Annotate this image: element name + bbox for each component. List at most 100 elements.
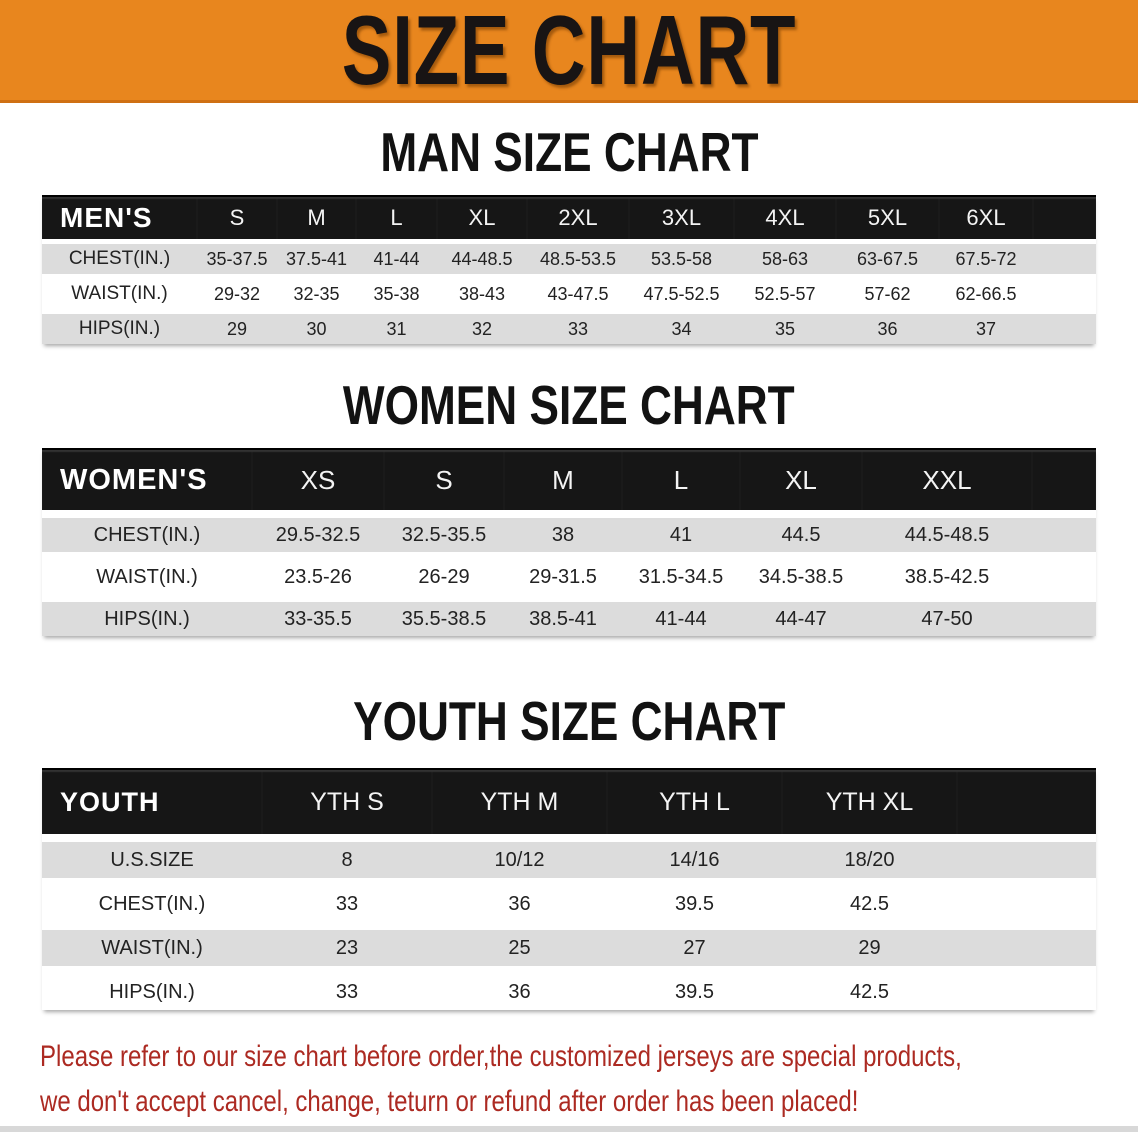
womens-column-m: M [504,448,622,515]
womens-column-filler [1032,448,1096,515]
mens-chest-row: CHEST(IN.) 35-37.5 37.5-41 41-44 44-48.5… [42,239,1096,277]
mens-column-s: S [197,195,277,243]
womens-waist-row: WAIST(IN.) 23.5-26 26-29 29-31.5 31.5-34… [42,552,1096,598]
size-cell: 35.5-38.5 [384,594,504,636]
size-cell: 8 [262,834,432,882]
youth-chest-row: CHEST(IN.) 33 36 39.5 42.5 [42,878,1096,926]
size-cell: 31.5-34.5 [622,552,740,598]
size-cell: 32.5-35.5 [384,510,504,556]
mens-column-5xl: 5XL [836,195,939,243]
youth-section-heading: YOUTH SIZE CHART [0,691,1138,753]
youth-waist-row: WAIST(IN.) 23 25 27 29 [42,922,1096,970]
size-cell: 34 [629,309,734,344]
size-cell: 47.5-52.5 [629,274,734,312]
youth-column-filler [957,768,1096,839]
mens-table-title: MEN'S [42,195,197,243]
row-label: HIPS(IN.) [42,309,197,344]
size-cell: 48.5-53.5 [527,239,629,277]
bottom-edge-strip [0,1126,1138,1132]
womens-hips-row: HIPS(IN.) 33-35.5 35.5-38.5 38.5-41 41-4… [42,594,1096,636]
women-section-heading: WOMEN SIZE CHART [0,377,1138,436]
womens-column-l: L [622,448,740,515]
mens-size-table: MEN'S S M L XL 2XL 3XL 4XL 5XL 6XL CHEST… [42,195,1096,344]
youth-table-title: YOUTH [42,768,262,839]
size-cell-filler [957,878,1096,926]
size-cell-filler [957,834,1096,882]
youth-column-m: YTH M [432,768,607,839]
size-cell: 35-37.5 [197,239,277,277]
banner-title: SIZE CHART [341,0,797,105]
size-cell: 38.5-41 [504,594,622,636]
size-cell: 23.5-26 [252,552,384,598]
size-cell-filler [1032,510,1096,556]
row-label: HIPS(IN.) [42,966,262,1010]
row-label: WAIST(IN.) [42,922,262,970]
mens-column-xl: XL [437,195,527,243]
size-cell-filler [1033,309,1096,344]
size-cell: 30 [277,309,356,344]
size-cell: 44-48.5 [437,239,527,277]
size-cell: 35-38 [356,274,437,312]
size-cell-filler [1032,552,1096,598]
mens-waist-row: WAIST(IN.) 29-32 32-35 35-38 38-43 43-47… [42,274,1096,312]
size-cell: 63-67.5 [836,239,939,277]
size-cell: 52.5-57 [734,274,836,312]
size-cell: 44-47 [740,594,862,636]
size-cell: 36 [432,878,607,926]
mens-column-l: L [356,195,437,243]
size-cell: 42.5 [782,878,957,926]
disclaimer-line-1: Please refer to our size chart before or… [40,1040,962,1073]
womens-column-xxl: XXL [862,448,1032,515]
row-label: WAIST(IN.) [42,552,252,598]
size-cell: 43-47.5 [527,274,629,312]
size-cell: 29-32 [197,274,277,312]
size-cell: 36 [836,309,939,344]
disclaimer-line-2: we don't accept cancel, change, teturn o… [40,1085,859,1118]
size-cell: 33 [262,966,432,1010]
size-cell: 29 [197,309,277,344]
youth-column-xl: YTH XL [782,768,957,839]
size-cell: 38 [504,510,622,556]
size-cell: 23 [262,922,432,970]
size-cell: 41-44 [356,239,437,277]
size-cell: 42.5 [782,966,957,1010]
youth-header-row: YOUTH YTH S YTH M YTH L YTH XL [42,768,1096,839]
size-cell: 67.5-72 [939,239,1033,277]
mens-column-6xl: 6XL [939,195,1033,243]
row-label: CHEST(IN.) [42,239,197,277]
size-cell: 33 [527,309,629,344]
size-cell: 25 [432,922,607,970]
size-cell: 31 [356,309,437,344]
size-cell-filler [957,966,1096,1010]
size-cell: 44.5-48.5 [862,510,1032,556]
row-label: HIPS(IN.) [42,594,252,636]
mens-column-4xl: 4XL [734,195,836,243]
size-cell-filler [1033,239,1096,277]
youth-heading-text: YOUTH SIZE CHART [352,691,786,753]
size-cell: 34.5-38.5 [740,552,862,598]
mens-hips-row: HIPS(IN.) 29 30 31 32 33 34 35 36 37 [42,309,1096,344]
mens-column-3xl: 3XL [629,195,734,243]
mens-column-filler [1033,195,1096,243]
size-cell: 29-31.5 [504,552,622,598]
size-cell-filler [1032,594,1096,636]
size-cell: 29 [782,922,957,970]
womens-column-s: S [384,448,504,515]
size-cell-filler [1033,274,1096,312]
size-cell: 37.5-41 [277,239,356,277]
size-cell: 44.5 [740,510,862,556]
size-cell: 35 [734,309,836,344]
youth-hips-row: HIPS(IN.) 33 36 39.5 42.5 [42,966,1096,1010]
size-cell: 57-62 [836,274,939,312]
mens-column-2xl: 2XL [527,195,629,243]
size-cell: 53.5-58 [629,239,734,277]
mens-column-m: M [277,195,356,243]
size-chart-banner: SIZE CHART [0,0,1138,103]
womens-size-table: WOMEN'S XS S M L XL XXL CHEST(IN.) 29.5-… [42,448,1096,636]
row-label: WAIST(IN.) [42,274,197,312]
size-cell: 47-50 [862,594,1032,636]
size-cell: 32-35 [277,274,356,312]
size-cell: 14/16 [607,834,782,882]
womens-header-row: WOMEN'S XS S M L XL XXL [42,448,1096,515]
size-cell: 36 [432,966,607,1010]
